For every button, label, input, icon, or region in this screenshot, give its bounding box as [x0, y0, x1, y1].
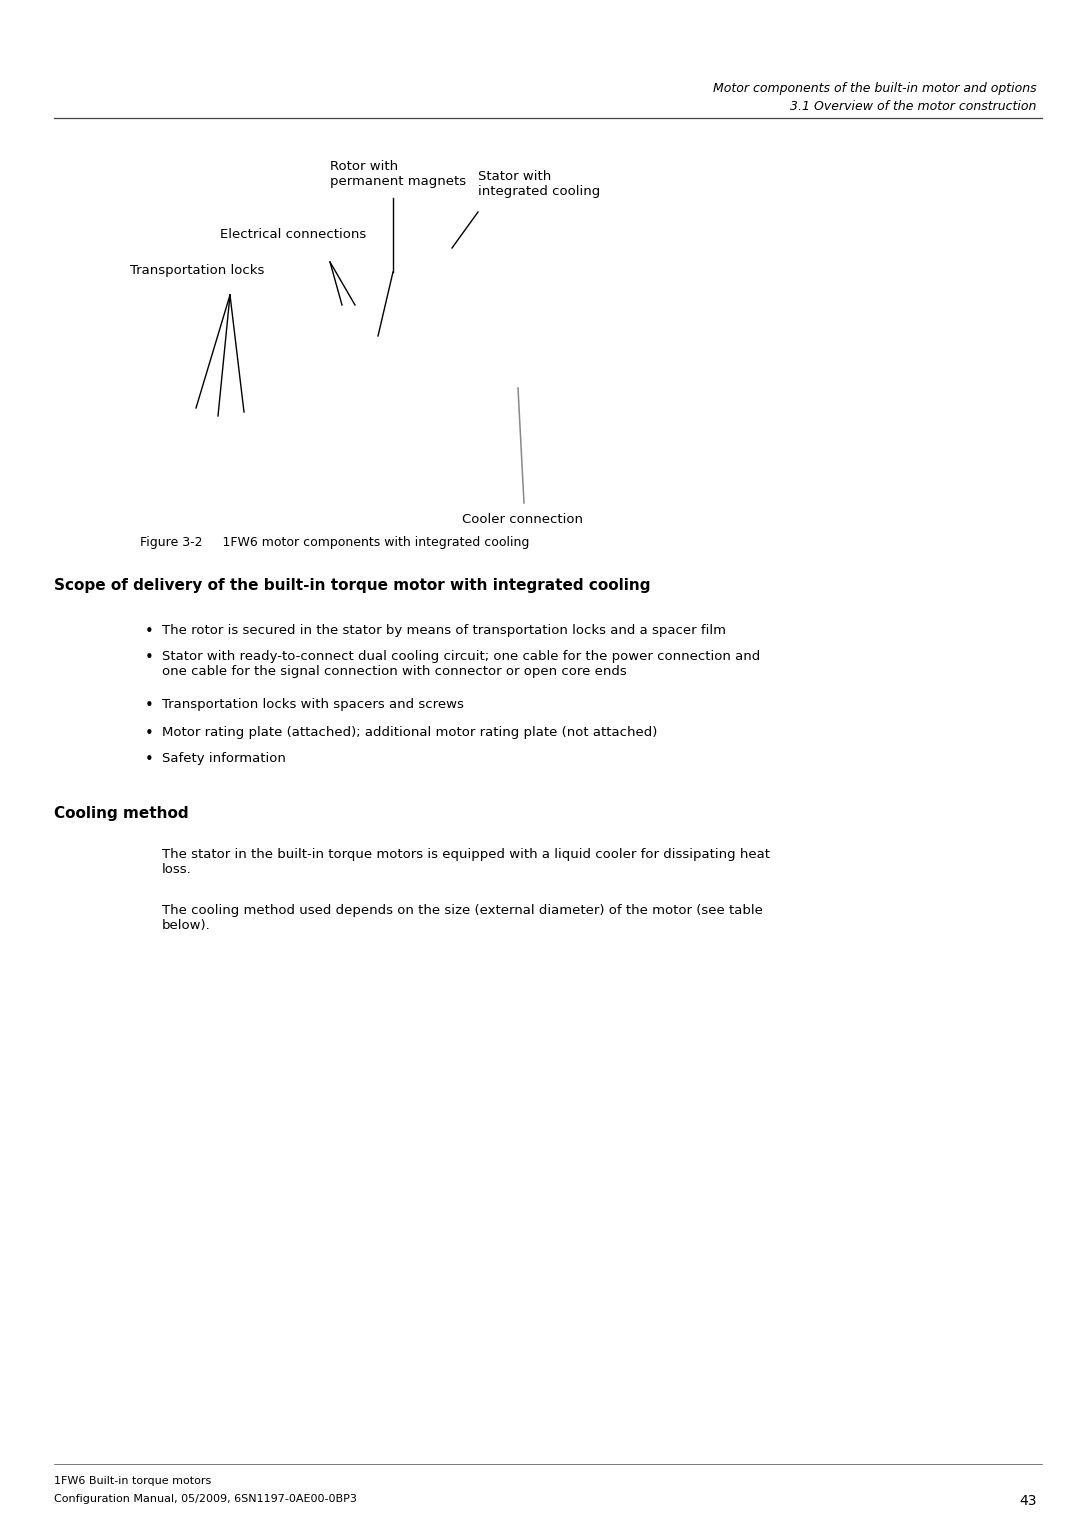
Text: Stator with ready-to-connect dual cooling circuit; one cable for the power conne: Stator with ready-to-connect dual coolin… [162, 651, 760, 678]
Text: Configuration Manual, 05/2009, 6SN1197-0AE00-0BP3: Configuration Manual, 05/2009, 6SN1197-0… [54, 1493, 356, 1504]
Text: Motor rating plate (attached); additional motor rating plate (not attached): Motor rating plate (attached); additiona… [162, 725, 658, 739]
Text: •: • [145, 698, 153, 713]
Text: Safety information: Safety information [162, 751, 286, 765]
Text: Figure 3-2     1FW6 motor components with integrated cooling: Figure 3-2 1FW6 motor components with in… [140, 536, 530, 550]
Text: Transportation locks: Transportation locks [130, 264, 265, 276]
Text: The cooling method used depends on the size (external diameter) of the motor (se: The cooling method used depends on the s… [162, 904, 762, 931]
Text: 1FW6 Built-in torque motors: 1FW6 Built-in torque motors [54, 1477, 212, 1486]
Text: Electrical connections: Electrical connections [220, 228, 366, 241]
Text: •: • [145, 651, 153, 664]
Text: •: • [145, 625, 153, 638]
Text: Transportation locks with spacers and screws: Transportation locks with spacers and sc… [162, 698, 464, 712]
Text: The rotor is secured in the stator by means of transportation locks and a spacer: The rotor is secured in the stator by me… [162, 625, 726, 637]
Text: Cooler connection: Cooler connection [462, 513, 583, 525]
Text: Stator with
integrated cooling: Stator with integrated cooling [478, 169, 600, 199]
Text: •: • [145, 725, 153, 741]
Text: 43: 43 [1020, 1493, 1037, 1509]
Text: The stator in the built-in torque motors is equipped with a liquid cooler for di: The stator in the built-in torque motors… [162, 847, 770, 876]
Text: •: • [145, 751, 153, 767]
Text: Rotor with
permanent magnets: Rotor with permanent magnets [330, 160, 467, 188]
Text: Motor components of the built-in motor and options: Motor components of the built-in motor a… [713, 82, 1037, 95]
Text: Cooling method: Cooling method [54, 806, 189, 822]
Text: Scope of delivery of the built-in torque motor with integrated cooling: Scope of delivery of the built-in torque… [54, 579, 650, 592]
Text: 3.1 Overview of the motor construction: 3.1 Overview of the motor construction [791, 99, 1037, 113]
